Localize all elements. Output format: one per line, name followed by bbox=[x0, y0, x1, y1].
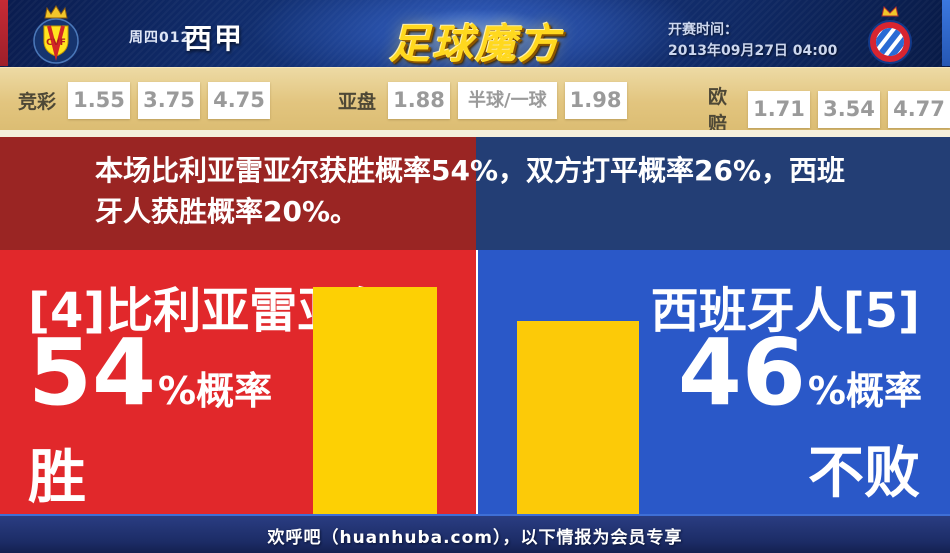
odds-value-eu-draw: 3.54 bbox=[818, 90, 880, 128]
odds-value-jc-win: 1.55 bbox=[68, 82, 131, 119]
summary-band-home bbox=[0, 137, 476, 250]
odds-value-eu-win: 1.71 bbox=[748, 90, 810, 128]
odds-value-jc-lose: 4.75 bbox=[208, 82, 271, 119]
summary-band-away bbox=[476, 137, 950, 250]
left-red-edge-strip bbox=[0, 0, 8, 66]
probability-summary: 本场比利亚雷亚尔获胜概率54%，双方打平概率26%，西班牙人获胜概率20%。 bbox=[95, 154, 846, 228]
odds-value-ah-away: 1.98 bbox=[564, 82, 627, 119]
right-blue-edge-strip bbox=[942, 0, 950, 66]
away-team-name: 西班牙人[5] bbox=[650, 283, 920, 339]
home-probability: 54 %概率 bbox=[28, 327, 272, 419]
odds-label-yapan: 亚盘 bbox=[338, 91, 377, 113]
separator-line bbox=[0, 130, 950, 137]
odds-value-eu-lose: 4.77 bbox=[888, 90, 950, 128]
kickoff-datetime: 2013年09月27日 04:00 bbox=[668, 43, 838, 59]
away-probability-bar bbox=[517, 321, 639, 514]
odds-bar: 竞彩 1.55 3.75 4.75 亚盘 1.88 半球/一球 1.98 欧赔 … bbox=[0, 67, 950, 135]
league-name: 西甲 bbox=[184, 22, 245, 55]
match-code: 周四012 bbox=[129, 30, 192, 46]
home-probability-suffix: %概率 bbox=[158, 369, 273, 413]
odds-value-ah-home: 1.88 bbox=[388, 82, 451, 119]
header-bar: CVF 周四012 西甲 足球魔方 开赛时间： 2013年09月27日 04:0… bbox=[0, 0, 950, 69]
svg-text:CVF: CVF bbox=[46, 38, 66, 48]
kickoff-label: 开赛时间： bbox=[668, 22, 738, 38]
odds-group-jingcai: 竞彩 1.55 3.75 4.75 bbox=[18, 82, 271, 119]
site-logo: 足球魔方 bbox=[360, 0, 590, 68]
odds-label-jingcai: 竞彩 bbox=[18, 91, 57, 113]
odds-value-jc-draw: 3.75 bbox=[138, 82, 201, 119]
panel-divider bbox=[476, 250, 478, 514]
footer-bar: 欢呼吧（huanhuba.com），以下情报为会员专享 bbox=[0, 514, 950, 553]
site-logo-text: 足球魔方 bbox=[389, 20, 561, 68]
footer-text: 欢呼吧（huanhuba.com），以下情报为会员专享 bbox=[267, 528, 683, 548]
logo-glow bbox=[360, 0, 590, 67]
odds-group-asian-handicap: 亚盘 1.88 半球/一球 1.98 bbox=[338, 82, 627, 119]
kickoff-time-block: 开赛时间： 2013年09月27日 04:00 bbox=[668, 20, 837, 62]
odds-value-ah-line: 半球/一球 bbox=[458, 82, 557, 119]
home-probability-bar bbox=[313, 287, 437, 514]
home-outcome: 胜 bbox=[28, 443, 87, 511]
home-probability-value: 54 bbox=[28, 319, 157, 426]
away-probability-value: 46 bbox=[677, 319, 806, 426]
villarreal-crest-icon: CVF bbox=[32, 3, 80, 69]
away-probability-suffix: %概率 bbox=[807, 369, 922, 413]
away-outcome: 不败 bbox=[808, 441, 920, 506]
away-probability: 46 %概率 bbox=[678, 327, 922, 419]
odds-label-oupei: 欧赔 bbox=[708, 86, 728, 135]
espanyol-crest-icon bbox=[864, 3, 916, 69]
odds-group-european: 欧赔 1.71 3.54 4.77 bbox=[708, 82, 950, 136]
